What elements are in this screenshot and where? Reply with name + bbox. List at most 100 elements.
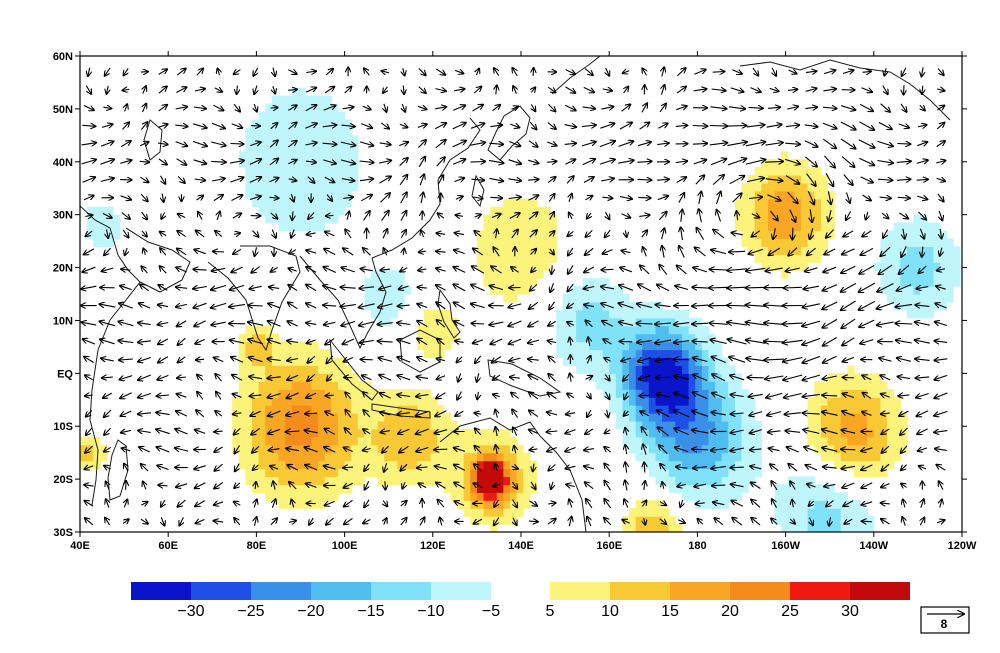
anomaly-cell bbox=[245, 453, 252, 462]
anomaly-cell bbox=[285, 342, 292, 351]
anomaly-cell bbox=[384, 453, 391, 462]
anomaly-cell bbox=[530, 476, 537, 485]
anomaly-cell bbox=[794, 207, 801, 216]
wind-vector-arrow bbox=[475, 214, 481, 217]
wind-vector-arrow bbox=[787, 107, 798, 110]
colorbar-swatch-negative bbox=[431, 582, 491, 600]
anomaly-cell bbox=[331, 175, 338, 184]
wind-vector-arrow bbox=[509, 197, 521, 199]
anomaly-cell bbox=[775, 215, 782, 224]
anomaly-cell bbox=[622, 397, 629, 406]
wind-vector-arrow bbox=[215, 374, 221, 381]
anomaly-cell bbox=[781, 500, 788, 509]
wind-vector-arrow bbox=[822, 395, 837, 396]
anomaly-cell bbox=[477, 453, 484, 462]
anomaly-cell bbox=[821, 231, 828, 240]
wind-vector-arrow bbox=[436, 89, 446, 92]
wind-vector-arrow bbox=[531, 87, 535, 92]
anomaly-cell bbox=[821, 175, 828, 184]
wind-vector-arrow bbox=[552, 265, 553, 274]
wind-vector-arrow bbox=[583, 159, 595, 165]
anomaly-cell bbox=[814, 508, 821, 517]
wind-vector-arrow bbox=[587, 410, 591, 417]
wind-vector-arrow bbox=[418, 140, 426, 148]
wind-vector-arrow bbox=[402, 104, 405, 112]
wind-vector-arrow bbox=[360, 161, 374, 163]
wind-vector-arrow bbox=[859, 122, 874, 130]
wind-vector-arrow bbox=[123, 122, 130, 129]
anomaly-cell bbox=[603, 365, 610, 374]
wind-vector-arrow bbox=[494, 68, 499, 76]
wind-vector-arrow bbox=[729, 357, 745, 362]
wind-vector-arrow bbox=[196, 231, 205, 237]
anomaly-cell bbox=[272, 484, 279, 493]
anomaly-cell bbox=[298, 215, 305, 224]
wind-vector-arrow bbox=[158, 485, 167, 486]
wind-vector-arrow bbox=[436, 268, 446, 271]
anomaly-cell bbox=[278, 96, 285, 105]
anomaly-cell bbox=[278, 175, 285, 184]
wind-vector-arrow bbox=[232, 195, 243, 201]
wind-vector-arrow bbox=[175, 125, 187, 126]
anomaly-cell bbox=[695, 476, 702, 485]
anomaly-cell bbox=[338, 429, 345, 438]
anomaly-cell bbox=[477, 500, 484, 509]
wind-vector-arrow bbox=[585, 196, 592, 200]
anomaly-cell bbox=[259, 437, 266, 446]
anomaly-cell bbox=[345, 151, 352, 160]
wind-vector-arrow bbox=[529, 410, 538, 416]
anomaly-cell bbox=[318, 207, 325, 216]
anomaly-cell bbox=[431, 445, 438, 454]
anomaly-cell bbox=[272, 207, 279, 216]
wind-vector-arrow bbox=[731, 233, 742, 235]
wind-vector-arrow bbox=[326, 216, 334, 217]
wind-vector-arrow bbox=[638, 284, 651, 291]
coastline-china bbox=[372, 118, 480, 258]
wind-vector-arrow bbox=[158, 305, 168, 307]
anomaly-cell bbox=[384, 421, 391, 430]
anomaly-cell bbox=[391, 278, 398, 287]
colorbar-label-positive: 10 bbox=[601, 603, 619, 620]
anomaly-cell bbox=[305, 223, 312, 232]
anomaly-cell bbox=[503, 278, 510, 287]
anomaly-cell bbox=[702, 445, 709, 454]
anomaly-cell bbox=[927, 262, 934, 271]
anomaly-cell bbox=[649, 453, 656, 462]
anomaly-cell bbox=[318, 199, 325, 208]
anomaly-cell bbox=[887, 246, 894, 255]
anomaly-cell bbox=[596, 286, 603, 295]
anomaly-cell bbox=[675, 413, 682, 422]
wind-vector-arrow bbox=[118, 341, 133, 343]
anomaly-cell bbox=[298, 373, 305, 382]
anomaly-cell bbox=[543, 223, 550, 232]
anomaly-cell bbox=[814, 381, 821, 390]
anomaly-cell bbox=[755, 437, 762, 446]
anomaly-cell bbox=[814, 246, 821, 255]
wind-vector-arrow bbox=[217, 212, 220, 221]
anomaly-cell bbox=[775, 231, 782, 240]
wind-vector-arrow bbox=[584, 449, 594, 451]
anomaly-cell bbox=[265, 484, 272, 493]
wind-vector-arrow bbox=[418, 106, 427, 109]
wind-vector-arrow bbox=[234, 483, 240, 488]
anomaly-cell bbox=[662, 476, 669, 485]
anomaly-cell bbox=[622, 421, 629, 430]
anomaly-cell bbox=[239, 413, 246, 422]
anomaly-cell bbox=[768, 254, 775, 263]
anomaly-cell bbox=[543, 254, 550, 263]
anomaly-cell bbox=[662, 310, 669, 319]
wind-vector-arrow bbox=[677, 87, 686, 94]
wind-vector-arrow bbox=[397, 357, 410, 362]
anomaly-cell bbox=[702, 326, 709, 335]
wind-vector-arrow bbox=[325, 87, 334, 93]
anomaly-cell bbox=[629, 381, 636, 390]
wind-vector-arrow bbox=[324, 249, 335, 255]
anomaly-cell bbox=[887, 294, 894, 303]
anomaly-cell bbox=[285, 183, 292, 192]
wind-vector-arrow bbox=[509, 142, 520, 147]
wind-vector-arrow bbox=[861, 177, 873, 183]
wind-vector-arrow bbox=[457, 357, 463, 363]
anomaly-cell bbox=[874, 397, 881, 406]
anomaly-cell bbox=[742, 469, 749, 478]
